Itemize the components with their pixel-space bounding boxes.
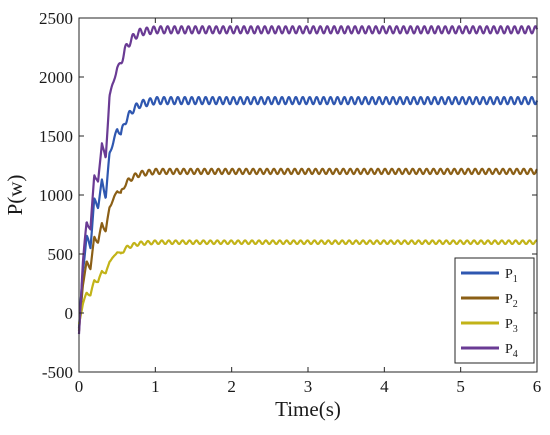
legend-label-subscript: 4 [513,349,518,360]
x-tick-label: 5 [456,377,465,396]
legend-label-main: P [505,317,513,332]
y-tick-label: 2500 [39,9,73,28]
legend-label-p1: P1 [505,267,518,285]
series-line-p3 [77,239,538,325]
x-tick-label: 6 [533,377,542,396]
y-axis-title: P(w) [3,175,27,216]
x-tick-label: 2 [227,377,236,396]
legend-label-subscript: 3 [513,324,518,335]
x-tick-label: 4 [380,377,389,396]
x-tick-label: 1 [151,377,160,396]
series-line-p2 [77,167,538,332]
y-tick-label: -500 [42,363,73,382]
y-tick-label: 2000 [39,68,73,87]
series-line-p4 [77,25,539,335]
y-tick-label: 1000 [39,186,73,205]
x-tick-label: 0 [75,377,84,396]
legend-label-p2: P2 [505,292,518,310]
y-tick-label: 0 [65,304,74,323]
x-axis-title: Time(s) [275,397,341,421]
y-tick-label: 1500 [39,127,73,146]
legend-label-main: P [505,292,513,307]
legend-label-main: P [505,342,513,357]
legend-label-p4: P4 [505,342,518,360]
legend-label-subscript: 1 [513,274,518,285]
legend-box [454,257,535,364]
series-line-p1 [77,95,539,329]
legend-label-subscript: 2 [513,299,518,310]
x-tick-label: 3 [304,377,313,396]
y-tick-label: 500 [48,245,74,264]
legend-label-main: P [505,267,513,282]
legend-label-p3: P3 [505,317,518,335]
series-layer [77,25,539,335]
